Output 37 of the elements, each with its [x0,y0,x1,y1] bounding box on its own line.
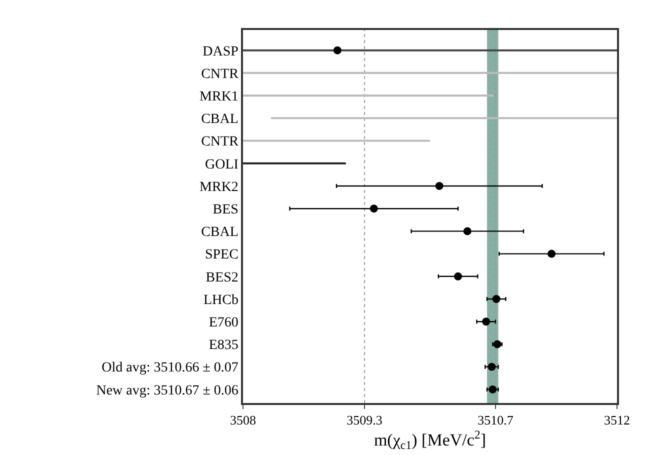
y-tick-label: LHCb [203,292,238,308]
point [492,295,500,304]
point [463,227,472,236]
x-axis-title: m(χ$_{c1}$) [MeV/c$^{2}$] [374,427,486,452]
y-tick-label: CBAL [201,225,238,240]
y-tick-label: MRK1 [200,89,238,104]
point [482,318,490,326]
x-tick-label: 3509.3 [346,412,382,428]
y-tick-label: MRK2 [200,180,238,195]
bar [243,94,494,97]
y-tick-label: CBAL [201,112,238,128]
y-tick-label: GOLI [205,157,239,172]
y-tick-label: E760 [208,316,238,331]
point [454,272,462,280]
x-tick-label: 3512 [604,412,630,428]
point [548,250,556,258]
y-tick-label: New avg: 3510.67 ± 0.06 [96,383,238,398]
y-tick-label: BES [212,202,238,218]
x-tick-label: 3510.7 [478,412,514,428]
point [488,385,497,394]
y-tick-label: SPEC [204,248,238,263]
bar [243,49,617,52]
point [435,182,444,190]
x-tick-label: 3508 [230,412,256,428]
y-tick-label: DASP [202,44,239,60]
point [370,204,378,213]
bar [243,72,617,74]
y-tick-label: CNTR [201,134,240,150]
y-tick-label: E835 [208,338,238,354]
y-tick-label: Old avg: 3510.66 ± 0.07 [102,360,238,376]
y-tick-label: CNTR [201,66,240,82]
bar [243,162,346,164]
point [488,362,496,371]
bar [243,140,430,142]
y-tick-label: BES2 [206,270,238,286]
bar [271,117,617,120]
point [333,46,342,54]
